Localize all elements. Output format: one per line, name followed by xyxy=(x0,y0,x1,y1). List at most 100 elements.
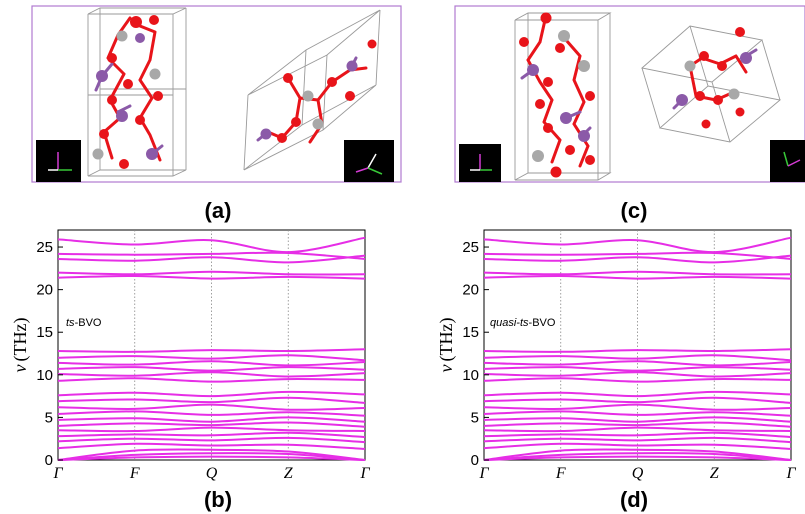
x-tick-label: Q xyxy=(632,465,644,482)
panel-a-structure xyxy=(31,5,402,183)
phonon-band-11 xyxy=(57,390,366,398)
phonon-band-7 xyxy=(483,360,792,367)
phonon-band-0 xyxy=(57,274,366,280)
vanadium-atom xyxy=(146,148,158,160)
chart-b-bands xyxy=(57,236,366,461)
oxygen-atom xyxy=(555,43,565,53)
phonon-band-21 xyxy=(57,448,366,461)
vanadium-atom xyxy=(346,60,358,72)
phonon-band-17 xyxy=(483,426,792,433)
x-tick-label: Γ xyxy=(785,465,796,482)
x-tick-label: Z xyxy=(284,465,294,482)
panel-label-a: (a) xyxy=(205,198,232,223)
phonon-band-3 xyxy=(57,251,366,260)
phonon-band-12 xyxy=(483,396,792,404)
chart-d: 0 5 10 15 20 25 Γ F Q Z Γ ν(THz) quasi-ts-BVO xyxy=(436,229,796,482)
oxygen-atom xyxy=(585,91,595,101)
bismuth-atom xyxy=(558,30,570,42)
phonon-band-3 xyxy=(483,251,792,260)
phonon-band-15 xyxy=(57,416,366,423)
vanadium-atom xyxy=(560,112,572,124)
x-tick-label: Γ xyxy=(359,465,370,482)
bismuth-atom xyxy=(149,68,161,80)
axis-inset-a2 xyxy=(344,140,394,182)
oxygen-atom xyxy=(123,79,133,89)
bismuth-atom xyxy=(116,30,128,42)
phonon-band-7 xyxy=(57,360,366,367)
phonon-band-0 xyxy=(483,274,792,280)
vanadium-atom xyxy=(527,64,539,76)
bismuth-atom xyxy=(312,118,324,130)
oxygen-atom xyxy=(119,159,129,169)
axis-inset-c2 xyxy=(770,140,805,182)
y-tick-label: 15 xyxy=(462,324,479,341)
phonon-band-16 xyxy=(483,421,792,428)
phonon-band-6 xyxy=(483,354,792,362)
vanadium-atom xyxy=(740,52,752,64)
phonon-band-23 xyxy=(57,455,366,461)
vanadium-atom xyxy=(135,33,145,43)
oxygen-atom xyxy=(130,16,142,28)
oxygen-atom xyxy=(699,51,709,61)
oxygen-atom xyxy=(543,123,553,133)
phonon-band-18 xyxy=(483,431,792,438)
vanadium-atom xyxy=(578,130,590,142)
phonon-band-13 xyxy=(483,403,792,411)
phonon-band-1 xyxy=(483,270,792,276)
phonon-band-9 xyxy=(483,371,792,378)
phonon-band-8 xyxy=(57,366,366,372)
phonon-band-16 xyxy=(57,421,366,428)
x-tick-label: Γ xyxy=(478,465,489,482)
phonon-band-8 xyxy=(483,366,792,372)
x-tick-label: Γ xyxy=(52,465,63,482)
atoms-c xyxy=(519,12,752,178)
phonon-band-20 xyxy=(483,442,792,450)
phonon-band-2 xyxy=(483,254,792,264)
axis-inset-c1 xyxy=(459,144,501,182)
panel-c-structure xyxy=(454,5,805,183)
phonon-band-10 xyxy=(483,377,792,383)
bismuth-atom xyxy=(532,150,544,162)
y-tick-label: 20 xyxy=(36,282,53,299)
bismuth-atom xyxy=(578,60,590,72)
x-tick-label: F xyxy=(555,465,566,482)
chart-d-bands xyxy=(483,236,792,461)
oxygen-atom xyxy=(543,77,553,87)
chart-d-system-label: quasi-ts-BVO xyxy=(490,317,556,329)
oxygen-atom xyxy=(550,166,562,178)
x-tick-label: Q xyxy=(206,465,218,482)
phonon-band-10 xyxy=(57,377,366,383)
y-tick-label: 0 xyxy=(471,452,479,469)
oxygen-atom xyxy=(277,133,287,143)
bismuth-atom xyxy=(684,60,696,72)
panel-label-d: (d) xyxy=(620,487,648,512)
phonon-band-18 xyxy=(57,431,366,438)
oxygen-atom xyxy=(107,53,117,63)
y-tick-label: 0 xyxy=(45,452,53,469)
bismuth-atom xyxy=(302,90,314,102)
chart-d-ylabel: ν(THz) xyxy=(436,318,457,373)
oxygen-atom xyxy=(735,107,745,117)
phonon-band-12 xyxy=(57,396,366,404)
phonon-band-1 xyxy=(57,270,366,276)
y-tick-label: 10 xyxy=(36,367,53,384)
phonon-band-2 xyxy=(57,254,366,264)
phonon-band-4 xyxy=(57,236,366,254)
y-tick-label: 15 xyxy=(36,324,53,341)
oxygen-atom xyxy=(713,95,723,105)
oxygen-atom xyxy=(345,91,355,101)
phonon-band-21 xyxy=(483,448,792,461)
phonon-band-15 xyxy=(483,416,792,423)
x-tick-label: Z xyxy=(710,465,720,482)
chart-d-yticks: 0 5 10 15 20 25 xyxy=(462,239,489,469)
panel-c-frame xyxy=(454,5,805,183)
y-tick-label: 5 xyxy=(471,409,479,426)
oxygen-atom xyxy=(540,12,552,24)
oxygen-atom xyxy=(283,73,293,83)
vanadium-atom xyxy=(116,110,128,122)
oxygen-atom xyxy=(701,119,711,129)
oxygen-atom xyxy=(135,115,145,125)
